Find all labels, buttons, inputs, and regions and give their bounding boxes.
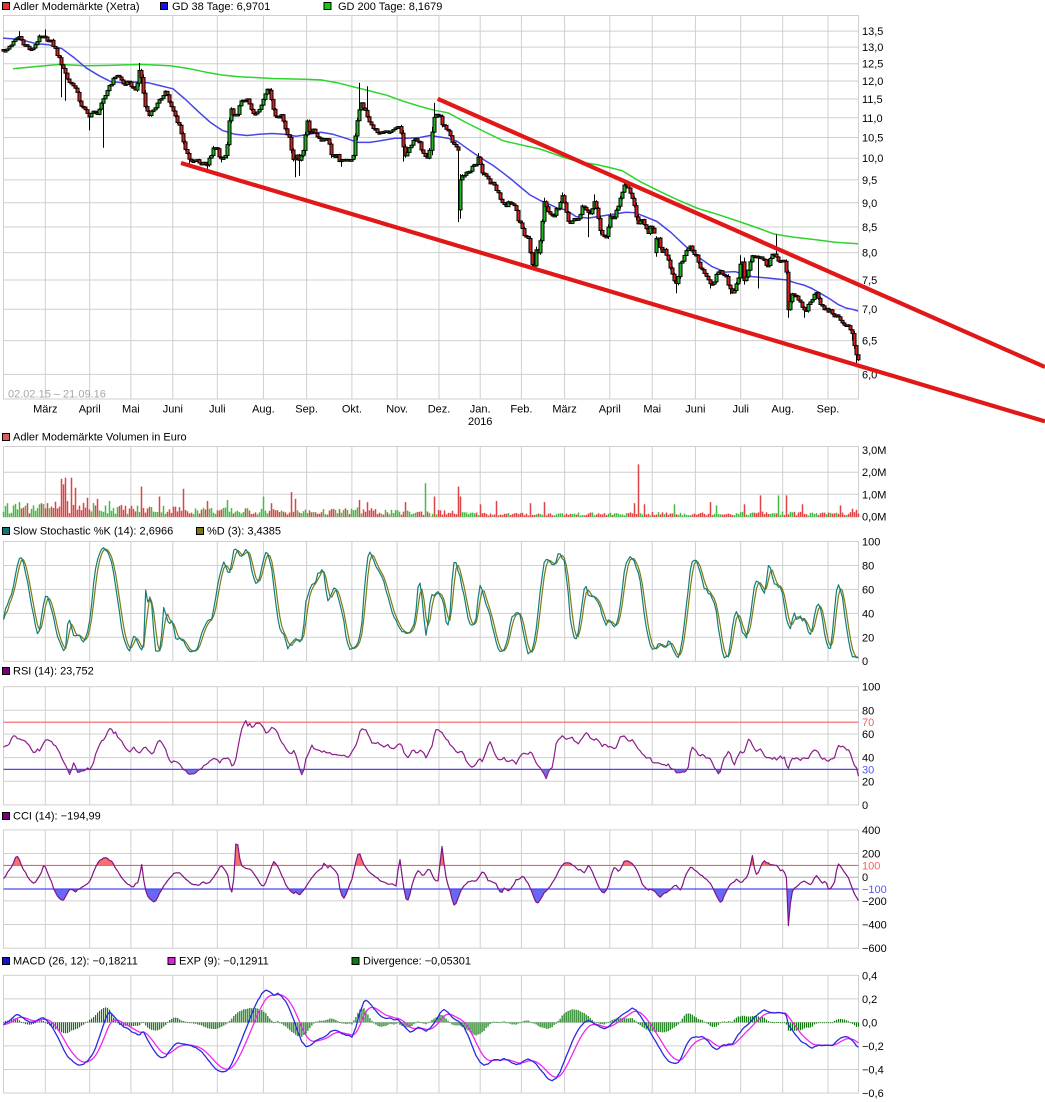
svg-text:−0,6: −0,6 bbox=[862, 1088, 884, 1100]
svg-text:Juli: Juli bbox=[209, 404, 226, 416]
svg-text:Adler Modemärkte (Xetra): Adler Modemärkte (Xetra) bbox=[13, 1, 140, 13]
svg-text:3,0M: 3,0M bbox=[862, 445, 886, 457]
svg-text:0: 0 bbox=[862, 656, 868, 668]
svg-text:13,0: 13,0 bbox=[862, 42, 883, 54]
svg-text:2016: 2016 bbox=[468, 416, 492, 428]
svg-text:8,0: 8,0 bbox=[862, 248, 877, 260]
svg-text:April: April bbox=[79, 404, 101, 416]
svg-text:März: März bbox=[33, 404, 57, 416]
svg-text:400: 400 bbox=[862, 825, 880, 837]
svg-text:8,5: 8,5 bbox=[862, 222, 877, 234]
svg-text:9,5: 9,5 bbox=[862, 175, 877, 187]
svg-text:80: 80 bbox=[862, 705, 874, 717]
svg-text:0,2: 0,2 bbox=[862, 994, 877, 1006]
svg-text:−200: −200 bbox=[862, 896, 887, 908]
svg-text:200: 200 bbox=[862, 849, 880, 861]
svg-text:Slow Stochastic %K (14): 2,696: Slow Stochastic %K (14): 2,6966 bbox=[13, 526, 173, 538]
svg-text:−400: −400 bbox=[862, 920, 887, 932]
svg-text:−100: −100 bbox=[862, 884, 887, 896]
svg-text:60: 60 bbox=[862, 584, 874, 596]
svg-text:RSI (14): 23,752: RSI (14): 23,752 bbox=[13, 666, 94, 678]
svg-text:Aug.: Aug. bbox=[252, 404, 275, 416]
svg-text:13,5: 13,5 bbox=[862, 26, 883, 38]
svg-text:0,4: 0,4 bbox=[862, 970, 877, 982]
svg-text:20: 20 bbox=[862, 776, 874, 788]
svg-text:02.02.15 – 21.09.16: 02.02.15 – 21.09.16 bbox=[8, 389, 106, 401]
svg-text:EXP (9): −0,12911: EXP (9): −0,12911 bbox=[179, 956, 269, 968]
svg-text:7,5: 7,5 bbox=[862, 275, 877, 287]
svg-text:100: 100 bbox=[862, 682, 880, 694]
svg-text:60: 60 bbox=[862, 729, 874, 741]
svg-text:20: 20 bbox=[862, 632, 874, 644]
svg-text:Feb.: Feb. bbox=[510, 404, 532, 416]
svg-text:März: März bbox=[552, 404, 576, 416]
svg-text:Nov.: Nov. bbox=[386, 404, 408, 416]
svg-text:1,0M: 1,0M bbox=[862, 489, 886, 501]
svg-text:6,5: 6,5 bbox=[862, 336, 877, 348]
svg-text:Aug.: Aug. bbox=[771, 404, 794, 416]
svg-text:GD 200 Tage: 8,1679: GD 200 Tage: 8,1679 bbox=[338, 1, 442, 13]
svg-text:Juni: Juni bbox=[163, 404, 183, 416]
svg-text:10,5: 10,5 bbox=[862, 133, 883, 145]
svg-text:6,0: 6,0 bbox=[862, 369, 877, 381]
svg-text:12,5: 12,5 bbox=[862, 59, 883, 71]
svg-text:2,0M: 2,0M bbox=[862, 467, 886, 479]
svg-text:Mai: Mai bbox=[643, 404, 661, 416]
svg-text:7,0: 7,0 bbox=[862, 304, 877, 316]
svg-text:30: 30 bbox=[862, 764, 874, 776]
svg-text:40: 40 bbox=[862, 753, 874, 765]
svg-text:100: 100 bbox=[862, 860, 880, 872]
svg-text:0: 0 bbox=[862, 800, 868, 812]
svg-text:11,0: 11,0 bbox=[862, 113, 883, 125]
svg-text:0,0: 0,0 bbox=[862, 1017, 877, 1029]
svg-text:Sep.: Sep. bbox=[817, 404, 840, 416]
svg-text:Mai: Mai bbox=[122, 404, 140, 416]
svg-text:CCI (14): −194,99: CCI (14): −194,99 bbox=[13, 811, 101, 823]
svg-text:9,0: 9,0 bbox=[862, 198, 877, 210]
svg-text:11,5: 11,5 bbox=[862, 94, 883, 106]
svg-text:Juni: Juni bbox=[685, 404, 705, 416]
svg-text:Adler Modemärkte Volumen in Eu: Adler Modemärkte Volumen in Euro bbox=[13, 432, 187, 444]
svg-text:April: April bbox=[599, 404, 621, 416]
svg-text:−600: −600 bbox=[862, 943, 887, 955]
svg-text:%D (3): 3,4385: %D (3): 3,4385 bbox=[207, 526, 281, 538]
svg-text:12,0: 12,0 bbox=[862, 76, 883, 88]
svg-text:−0,2: −0,2 bbox=[862, 1041, 884, 1053]
svg-text:GD 38 Tage: 6,9701: GD 38 Tage: 6,9701 bbox=[172, 1, 270, 13]
svg-text:70: 70 bbox=[862, 717, 874, 729]
svg-text:100: 100 bbox=[862, 537, 880, 549]
svg-text:Juli: Juli bbox=[732, 404, 749, 416]
svg-text:−0,4: −0,4 bbox=[862, 1065, 884, 1077]
svg-text:40: 40 bbox=[862, 608, 874, 620]
svg-text:Sep.: Sep. bbox=[295, 404, 318, 416]
svg-text:Divergence: −0,05301: Divergence: −0,05301 bbox=[363, 956, 471, 968]
svg-text:Dez.: Dez. bbox=[428, 404, 451, 416]
svg-text:Jan.: Jan. bbox=[470, 404, 491, 416]
svg-text:0,0M: 0,0M bbox=[862, 512, 886, 524]
svg-text:80: 80 bbox=[862, 561, 874, 573]
svg-text:10,0: 10,0 bbox=[862, 153, 883, 165]
svg-text:0: 0 bbox=[862, 872, 868, 884]
svg-text:MACD (26, 12): −0,18211: MACD (26, 12): −0,18211 bbox=[13, 956, 138, 968]
svg-text:Okt.: Okt. bbox=[342, 404, 362, 416]
